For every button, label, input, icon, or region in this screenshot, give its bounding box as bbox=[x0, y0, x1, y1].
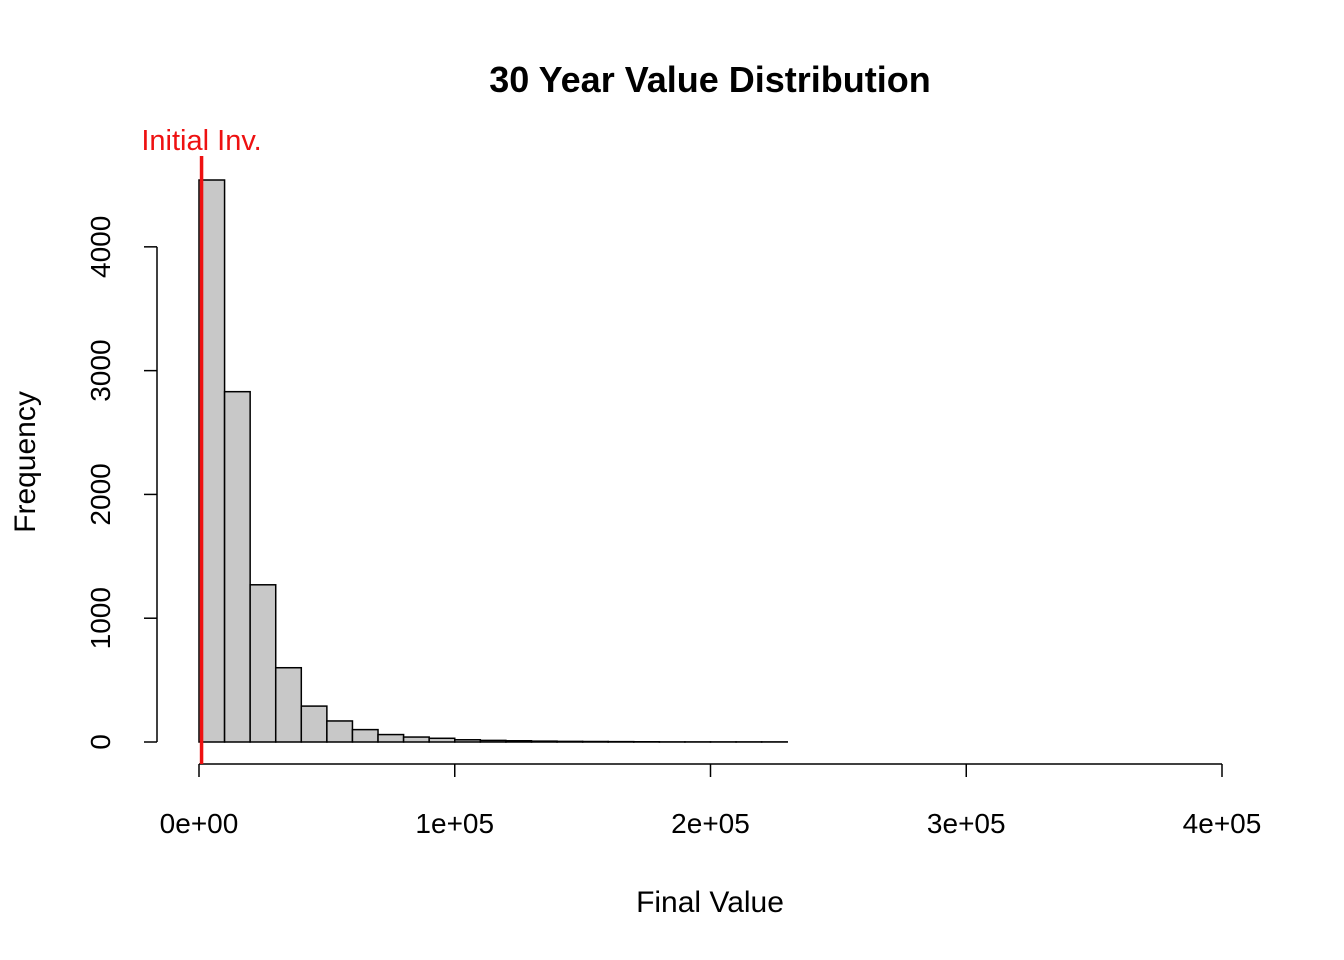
y-tick-label: 0 bbox=[85, 734, 116, 750]
x-tick-label: 2e+05 bbox=[671, 808, 750, 839]
chart-title: 30 Year Value Distribution bbox=[489, 59, 931, 100]
histogram-bar bbox=[479, 739, 507, 743]
histogram-bar bbox=[351, 728, 379, 743]
histogram-bar bbox=[377, 733, 405, 743]
histogram-bar bbox=[556, 740, 584, 743]
x-axis: 0e+00 1e+05 2e+05 3e+05 4e+05 bbox=[160, 763, 1262, 839]
x-tick-label: 4e+05 bbox=[1183, 808, 1262, 839]
y-tick-label: 3000 bbox=[85, 339, 116, 401]
histogram-bar bbox=[274, 666, 303, 743]
y-tick-label: 2000 bbox=[85, 463, 116, 525]
y-tick-label: 1000 bbox=[85, 587, 116, 649]
initial-investment-label: Initial Inv. bbox=[141, 125, 261, 157]
x-tick-label: 0e+00 bbox=[160, 808, 239, 839]
x-tick-label: 3e+05 bbox=[927, 808, 1006, 839]
y-tick-label: 4000 bbox=[85, 216, 116, 278]
y-axis-label: Frequency bbox=[9, 391, 42, 533]
histogram-bar bbox=[326, 720, 354, 743]
histogram-bar bbox=[223, 390, 251, 743]
histogram-bar bbox=[530, 740, 558, 743]
histogram-bar bbox=[428, 737, 456, 743]
x-axis-label: Final Value bbox=[636, 886, 784, 919]
histogram-bar bbox=[402, 736, 430, 743]
y-axis: 0 1000 2000 3000 4000 bbox=[85, 216, 158, 750]
histogram-bar bbox=[454, 739, 482, 743]
x-tick-label: 1e+05 bbox=[415, 808, 494, 839]
annotations: Initial Inv. bbox=[141, 125, 262, 764]
histogram-bar bbox=[300, 705, 328, 743]
histogram-bar bbox=[249, 584, 277, 743]
histogram-bars bbox=[198, 179, 788, 743]
histogram-bar bbox=[505, 740, 533, 743]
